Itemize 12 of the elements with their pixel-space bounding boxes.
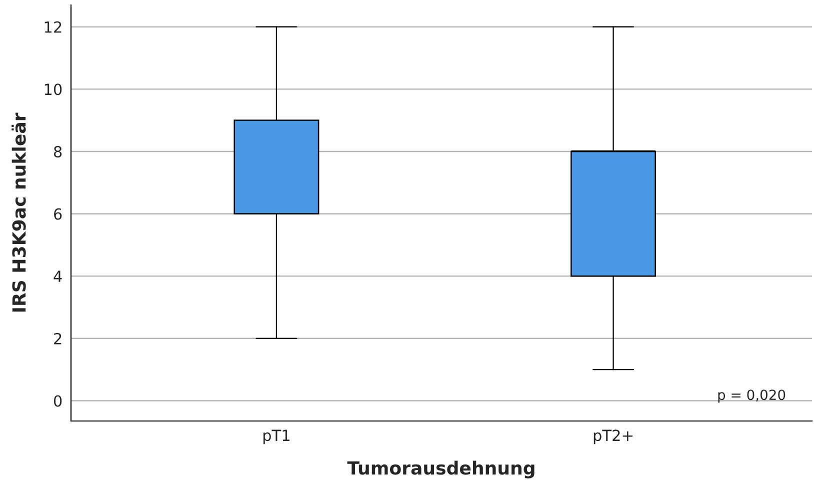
y-tick-label: 12 [44,21,62,33]
x-axis-title: Tumorausdehnung [347,460,534,478]
y-tick-label: 0 [54,395,62,407]
y-tick-label: 6 [54,208,62,220]
y-tick-label: 4 [54,270,62,282]
annotation: p = 0,020 [718,390,786,403]
y-tick-label: 8 [54,146,62,158]
y-tick-label: 10 [44,84,62,96]
y-axis-title: IRS H3K9ac nukleär [12,112,26,312]
x-tick-label: pT1 [263,430,290,444]
y-tick-label: 2 [54,332,62,344]
x-tick-label: pT2+ [594,430,632,444]
